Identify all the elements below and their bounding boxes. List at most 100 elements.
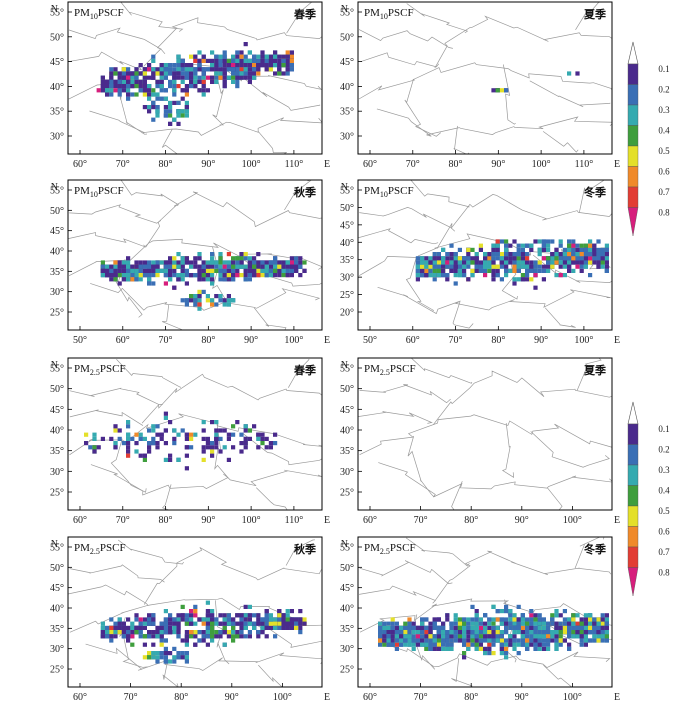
pscf-cell xyxy=(474,260,479,265)
pscf-cell xyxy=(462,638,467,643)
pscf-cell xyxy=(268,58,273,63)
pscf-cell xyxy=(390,625,395,630)
pscf-cell xyxy=(302,268,307,273)
pscf-cell xyxy=(533,625,538,630)
pscf-cell xyxy=(147,109,152,114)
pscf-cell xyxy=(218,260,223,265)
pscf-cell xyxy=(151,58,156,63)
pscf-cell xyxy=(155,268,160,273)
pscf-cell xyxy=(516,604,521,609)
pscf-cell xyxy=(600,617,605,622)
pscf-cell xyxy=(151,260,156,265)
pscf-cell xyxy=(243,613,248,618)
pscf-cell xyxy=(260,436,265,441)
colorbar-label: 0.8 xyxy=(658,208,670,218)
pscf-cell xyxy=(474,617,479,622)
x-tick-label: 100° xyxy=(284,335,303,346)
season-label: 夏季 xyxy=(584,7,607,21)
pscf-cell xyxy=(273,71,278,76)
pscf-cell xyxy=(231,625,236,630)
pscf-cell xyxy=(588,625,593,630)
pscf-cell xyxy=(600,252,605,257)
pscf-cell xyxy=(428,646,433,651)
pscf-cell xyxy=(247,75,252,80)
season-label: 夏季 xyxy=(584,363,607,377)
pscf-cell xyxy=(428,634,433,639)
pscf-cell xyxy=(176,63,181,68)
pscf-cell xyxy=(151,617,156,622)
y-tick-label: 45° xyxy=(50,226,64,237)
pscf-cell xyxy=(243,634,248,639)
pscf-cell xyxy=(449,625,454,630)
pscf-cell xyxy=(424,264,429,269)
pscf-cell xyxy=(495,243,500,248)
pscf-cell xyxy=(193,613,198,618)
pscf-cell xyxy=(260,441,265,446)
pscf-cell xyxy=(390,617,395,622)
pscf-cell xyxy=(554,613,559,618)
season-label: 春季 xyxy=(294,7,317,21)
panel-frame xyxy=(357,536,613,688)
pscf-cell xyxy=(231,273,236,278)
pscf-cell xyxy=(554,252,559,257)
pscf-cell xyxy=(243,63,248,68)
pscf-cell xyxy=(449,268,454,273)
pscf-cell xyxy=(512,634,517,639)
pscf-cell xyxy=(588,260,593,265)
pscf-cell xyxy=(415,625,420,630)
pscf-cell xyxy=(436,268,441,273)
x-tick-label: 80° xyxy=(464,515,478,526)
pscf-cell xyxy=(579,252,584,257)
pscf-cell xyxy=(184,109,189,114)
pscf-cell xyxy=(168,651,173,656)
pscf-cell xyxy=(529,613,534,618)
pscf-cell xyxy=(180,604,185,609)
pscf-cell xyxy=(247,260,252,265)
pscf-cell xyxy=(504,630,509,635)
pscf-cell xyxy=(567,634,572,639)
pscf-cell xyxy=(193,432,198,437)
pscf-cell xyxy=(390,630,395,635)
pscf-cell xyxy=(197,638,202,643)
pscf-cell xyxy=(163,659,168,664)
pscf-cell xyxy=(218,54,223,59)
pscf-cell xyxy=(588,617,593,622)
x-tick-label: 80° xyxy=(491,335,505,346)
pscf-cell xyxy=(168,105,173,110)
pscf-cell xyxy=(495,625,500,630)
pscf-cell xyxy=(512,268,517,273)
pscf-cell xyxy=(483,268,488,273)
pscf-cell xyxy=(113,84,118,89)
pscf-cell xyxy=(126,441,131,446)
x-tick-label: 80° xyxy=(174,692,188,703)
pscf-cell xyxy=(445,277,450,282)
pscf-cell xyxy=(172,625,177,630)
pscf-cell xyxy=(193,58,198,63)
pscf-cell xyxy=(252,273,257,278)
pscf-cell xyxy=(210,277,215,282)
pscf-cell xyxy=(273,264,278,269)
pscf-cell xyxy=(604,268,609,273)
pscf-cell xyxy=(558,642,563,647)
pscf-cell xyxy=(520,642,525,647)
pscf-cell xyxy=(184,84,189,89)
pscf-cell xyxy=(499,638,504,643)
pscf-cell xyxy=(168,264,173,269)
pscf-cell xyxy=(504,621,509,626)
pscf-cell xyxy=(231,67,236,72)
pscf-cell xyxy=(142,436,147,441)
pscf-cell xyxy=(478,625,483,630)
pscf-cell xyxy=(222,268,227,273)
pscf-cell xyxy=(231,75,236,80)
pscf-cell xyxy=(210,298,215,303)
pscf-cell xyxy=(424,642,429,647)
pscf-cell xyxy=(105,264,110,269)
pscf-cell xyxy=(445,634,450,639)
colorbar-swatch xyxy=(627,84,639,106)
pscf-cell xyxy=(243,441,248,446)
pscf-cell xyxy=(226,634,231,639)
pscf-cell xyxy=(121,634,126,639)
pscf-cell xyxy=(554,634,559,639)
pscf-cell xyxy=(281,63,286,68)
pscf-cell xyxy=(100,634,105,639)
